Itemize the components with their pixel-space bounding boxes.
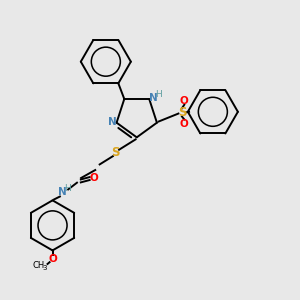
Text: 3: 3 (42, 265, 46, 271)
Text: N: N (58, 188, 67, 197)
Text: O: O (180, 96, 189, 106)
Text: O: O (180, 118, 189, 129)
Text: O: O (49, 254, 58, 264)
Text: S: S (178, 106, 186, 119)
Text: N: N (149, 92, 158, 103)
Text: N: N (108, 117, 117, 127)
Text: O: O (89, 173, 98, 183)
Text: CH: CH (33, 261, 45, 270)
Text: H: H (155, 90, 162, 99)
Text: S: S (111, 146, 120, 159)
Text: H: H (64, 184, 71, 194)
